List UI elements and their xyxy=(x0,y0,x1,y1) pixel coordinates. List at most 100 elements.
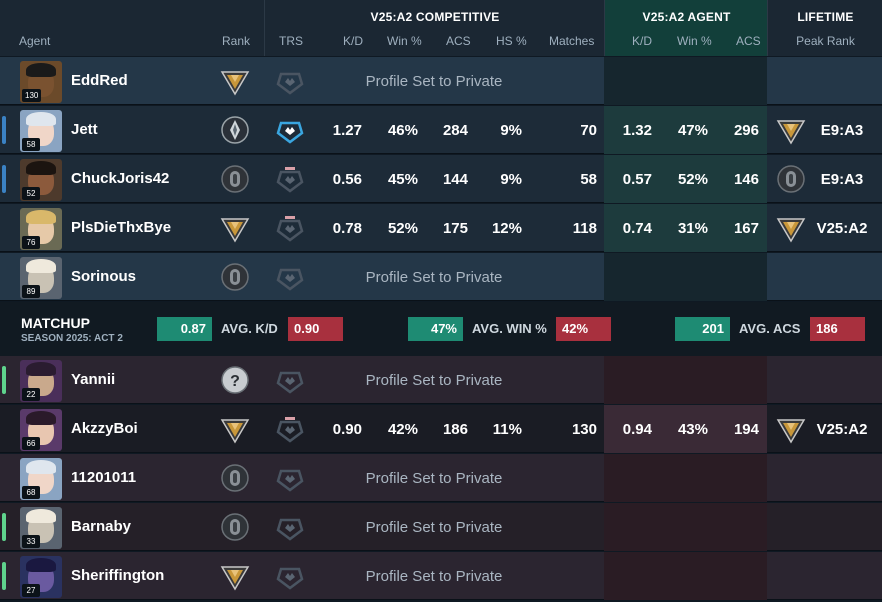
player-name[interactable]: ChuckJoris42 xyxy=(71,170,170,187)
agent-kd: 0.94 xyxy=(622,421,652,438)
player-row[interactable]: 89 Sorinous Profile Set to Private xyxy=(0,253,882,301)
player-name[interactable]: 11201011 xyxy=(71,469,137,486)
agent-stats-bg xyxy=(604,57,767,105)
comp-hs: 12% xyxy=(491,220,522,237)
player-name[interactable]: AkzzyBoi xyxy=(71,420,138,437)
player-name[interactable]: Sorinous xyxy=(71,268,137,285)
agent-hair xyxy=(26,509,56,523)
agent-hair xyxy=(26,411,56,425)
peak-rank-act: E9:A3 xyxy=(820,171,864,188)
account-level: 52 xyxy=(22,187,40,200)
avg-acs-label: AVG. ACS xyxy=(739,321,801,336)
private-profile-text: Profile Set to Private xyxy=(365,372,503,389)
agent-acs: 194 xyxy=(733,421,759,438)
account-level: 76 xyxy=(22,236,40,249)
party-marker xyxy=(2,165,6,193)
account-level: 89 xyxy=(22,285,40,298)
agent-cell: 33 Barnaby xyxy=(0,503,264,551)
silver-rank-icon[interactable] xyxy=(220,115,250,145)
header-matches[interactable]: Matches xyxy=(549,34,595,48)
agent-header-group: V25:A2 AGENT K/D Win % ACS xyxy=(604,0,767,56)
comp-acs: 144 xyxy=(442,171,468,188)
agent-stats-bg xyxy=(604,454,767,502)
iron-rank-icon[interactable] xyxy=(220,164,250,194)
player-row[interactable]: 68 11201011 Profile Set to Private xyxy=(0,454,882,502)
gold-rank-icon[interactable] xyxy=(220,561,250,591)
gold-rank-icon[interactable] xyxy=(220,213,250,243)
agent-hair xyxy=(26,362,56,376)
header-peak-rank[interactable]: Peak Rank xyxy=(796,34,855,48)
agent-portrait[interactable] xyxy=(20,409,62,451)
peak-gold-rank-icon xyxy=(776,213,806,243)
private-profile-text: Profile Set to Private xyxy=(365,73,503,90)
trs-empty-icon xyxy=(275,365,305,395)
header-rank[interactable]: Rank xyxy=(222,34,251,48)
agent-cell: 130 EddRed xyxy=(0,57,264,105)
agent-win: 31% xyxy=(677,220,708,237)
account-level: 33 xyxy=(22,535,40,548)
player-row[interactable]: 27 Sheriffington Profile Set to Private xyxy=(0,552,882,600)
iron-rank-icon[interactable] xyxy=(220,463,250,493)
header-agent-kd[interactable]: K/D xyxy=(632,34,653,48)
iron-rank-icon[interactable] xyxy=(220,512,250,542)
header-trs[interactable]: TRS xyxy=(279,34,303,48)
player-name[interactable]: Yannii xyxy=(71,371,116,388)
player-row[interactable]: 76 PlsDieThxBye 0.78 52% 175 12% 118 0.74 31% 167… xyxy=(0,204,882,252)
agent-hair xyxy=(26,210,56,224)
player-name[interactable]: PlsDieThxBye xyxy=(71,219,172,236)
header-agent-win[interactable]: Win % xyxy=(677,34,712,48)
agent-cell: 27 Sheriffington xyxy=(0,552,264,600)
player-name[interactable]: Barnaby xyxy=(71,518,132,535)
header-kd[interactable]: K/D xyxy=(343,34,364,48)
avg-kd-label: AVG. K/D xyxy=(221,321,278,336)
gold-rank-icon[interactable] xyxy=(220,414,250,444)
avg-acs-team-b: 186 xyxy=(810,317,865,341)
player-row[interactable]: 22 Yannii? Profile Set to Private xyxy=(0,356,882,404)
agent-stats-bg xyxy=(604,204,767,252)
trs-empty-icon xyxy=(275,463,305,493)
private-profile-text: Profile Set to Private xyxy=(365,568,503,585)
peak-gold-rank-icon xyxy=(776,115,806,145)
header-hs[interactable]: HS % xyxy=(496,34,527,48)
player-row[interactable]: 130 EddRed Profile Set to Private xyxy=(0,57,882,105)
header-agent-acs[interactable]: ACS xyxy=(736,34,761,48)
trs-empty-icon xyxy=(275,262,305,292)
matchup-season: SEASON 2025: ACT 2 xyxy=(21,333,123,344)
unknown-rank-icon[interactable]: ? xyxy=(220,365,250,395)
trs-empty-icon xyxy=(275,512,305,542)
agent-kd: 0.74 xyxy=(622,220,652,237)
agent-hair xyxy=(26,112,56,126)
agent-acs: 296 xyxy=(733,122,759,139)
gold-rank-icon[interactable] xyxy=(220,66,250,96)
iron-rank-icon[interactable] xyxy=(220,262,250,292)
trs-empty-icon xyxy=(275,561,305,591)
agent-portrait[interactable] xyxy=(20,159,62,201)
agent-stats-bg xyxy=(604,552,767,600)
comp-hs: 11% xyxy=(492,421,522,438)
agent-hair xyxy=(26,259,56,273)
player-name[interactable]: Sheriffington xyxy=(71,567,165,584)
agent-win: 47% xyxy=(677,122,708,139)
agent-win: 43% xyxy=(677,421,708,438)
header-agent[interactable]: Agent xyxy=(19,34,51,48)
agent-title: V25:A2 AGENT xyxy=(642,10,731,24)
party-marker xyxy=(2,366,6,394)
private-profile-text: Profile Set to Private xyxy=(365,269,503,286)
agent-win: 52% xyxy=(677,171,708,188)
comp-hs: 9% xyxy=(500,171,522,188)
player-row[interactable]: 52 ChuckJoris42 0.56 45% 144 9% 58 0.57 52% 146 E9… xyxy=(0,155,882,203)
agent-hair xyxy=(26,558,56,572)
account-level: 22 xyxy=(22,388,40,401)
account-level: 66 xyxy=(22,437,40,450)
player-row[interactable]: 66 AkzzyBoi 0.90 42% 186 11% 130 0.94 43% 194 V25:… xyxy=(0,405,882,453)
player-row[interactable]: 33 Barnaby Profile Set to Private xyxy=(0,503,882,551)
header-acs[interactable]: ACS xyxy=(446,34,471,48)
comp-hs: 9% xyxy=(500,122,522,139)
player-name[interactable]: EddRed xyxy=(71,72,128,89)
agent-kd: 1.32 xyxy=(622,122,652,139)
agent-acs: 146 xyxy=(733,171,759,188)
player-row[interactable]: 58 Jett 1.27 46% 284 9% 70 1.32 47% 296 E9:A3 xyxy=(0,106,882,154)
agent-stats-bg xyxy=(604,155,767,203)
header-win[interactable]: Win % xyxy=(387,34,422,48)
player-name[interactable]: Jett xyxy=(71,121,98,138)
